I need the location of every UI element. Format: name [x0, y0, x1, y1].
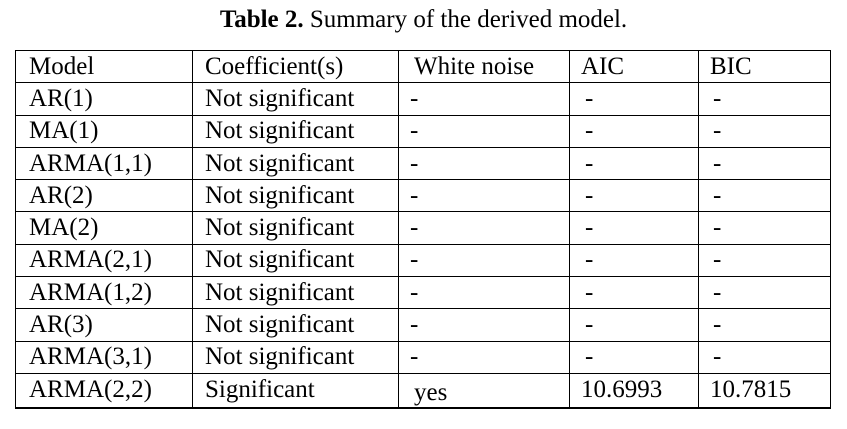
- cell-aic: -: [569, 308, 699, 342]
- cell-model: AR(2): [15, 179, 193, 213]
- cell-aic: 10.6993: [569, 372, 699, 409]
- cell-model: ARMA(1,2): [15, 276, 193, 310]
- cell-coefficients: Not significant: [192, 114, 399, 148]
- cell-model: ARMA(2,1): [15, 243, 193, 278]
- cell-white-noise: yes: [398, 372, 570, 409]
- cell-aic: -: [569, 114, 699, 148]
- table-row: AR(2) Not significant - - -: [15, 179, 831, 213]
- cell-coefficients: Significant: [192, 372, 399, 409]
- cell-bic: -: [698, 211, 831, 245]
- cell-white-noise: -: [398, 146, 570, 181]
- cell-aic: -: [569, 179, 699, 213]
- cell-coefficients: Not significant: [192, 243, 399, 278]
- cell-coefficients: Not significant: [192, 340, 399, 374]
- caption-text: Summary of the derived model.: [303, 6, 628, 33]
- header-white-noise: White noise: [398, 49, 570, 84]
- table-caption: Table 2. Summary of the derived model.: [0, 4, 847, 36]
- cell-white-noise: -: [398, 308, 570, 342]
- cell-white-noise: -: [398, 276, 570, 310]
- cell-bic: -: [698, 179, 831, 213]
- table-row: AR(1) Not significant - - -: [15, 82, 831, 116]
- table-row: ARMA(2,1) Not significant - - -: [15, 243, 831, 278]
- table-row: MA(1) Not significant - - -: [15, 114, 831, 148]
- cell-bic: -: [698, 340, 831, 374]
- cell-model: MA(2): [15, 211, 193, 245]
- cell-aic: -: [569, 276, 699, 310]
- cell-aic: -: [569, 243, 699, 278]
- cell-model: ARMA(2,2): [15, 372, 193, 409]
- cell-model: MA(1): [15, 114, 193, 148]
- table-body: AR(1) Not significant - - - MA(1) Not si…: [15, 82, 831, 409]
- caption-label: Table 2.: [219, 6, 304, 33]
- cell-aic: -: [569, 211, 699, 245]
- model-summary-table: Model Coefficient(s) White noise AIC BIC…: [15, 49, 831, 409]
- cell-model: ARMA(3,1): [15, 340, 193, 374]
- cell-white-noise: -: [398, 82, 570, 116]
- cell-bic: -: [698, 243, 831, 278]
- cell-aic: -: [569, 82, 699, 116]
- cell-model: AR(3): [15, 308, 193, 342]
- cell-white-noise: -: [398, 179, 570, 213]
- cell-coefficients: Not significant: [192, 82, 399, 116]
- header-row: Model Coefficient(s) White noise AIC BIC: [15, 49, 831, 84]
- table-row: ARMA(2,2) Significant yes 10.6993 10.781…: [15, 372, 831, 409]
- cell-white-noise: -: [398, 340, 570, 374]
- cell-bic: -: [698, 146, 831, 181]
- cell-bic: -: [698, 308, 831, 342]
- cell-coefficients: Not significant: [192, 211, 399, 245]
- cell-white-noise: -: [398, 211, 570, 245]
- header-aic: AIC: [569, 49, 699, 84]
- cell-model: AR(1): [15, 82, 193, 116]
- cell-coefficients: Not significant: [192, 276, 399, 310]
- cell-aic: -: [569, 340, 699, 374]
- cell-coefficients: Not significant: [192, 146, 399, 181]
- header-bic: BIC: [698, 49, 831, 84]
- cell-white-noise: -: [398, 114, 570, 148]
- cell-bic: -: [698, 276, 831, 310]
- cell-coefficients: Not significant: [192, 308, 399, 342]
- table-row: AR(3) Not significant - - -: [15, 308, 831, 342]
- cell-bic: -: [698, 114, 831, 148]
- table-row: ARMA(1,2) Not significant - - -: [15, 276, 831, 310]
- header-coefficients: Coefficient(s): [192, 49, 399, 84]
- cell-white-noise: -: [398, 243, 570, 278]
- cell-coefficients: Not significant: [192, 179, 399, 213]
- table-row: MA(2) Not significant - - -: [15, 211, 831, 245]
- table-row: ARMA(3,1) Not significant - - -: [15, 340, 831, 374]
- cell-bic: 10.7815: [698, 372, 831, 409]
- cell-model: ARMA(1,1): [15, 146, 193, 181]
- table-header: Model Coefficient(s) White noise AIC BIC: [15, 49, 831, 84]
- table-row: ARMA(1,1) Not significant - - -: [15, 146, 831, 181]
- header-model: Model: [15, 49, 193, 84]
- cell-bic: -: [698, 82, 831, 116]
- cell-aic: -: [569, 146, 699, 181]
